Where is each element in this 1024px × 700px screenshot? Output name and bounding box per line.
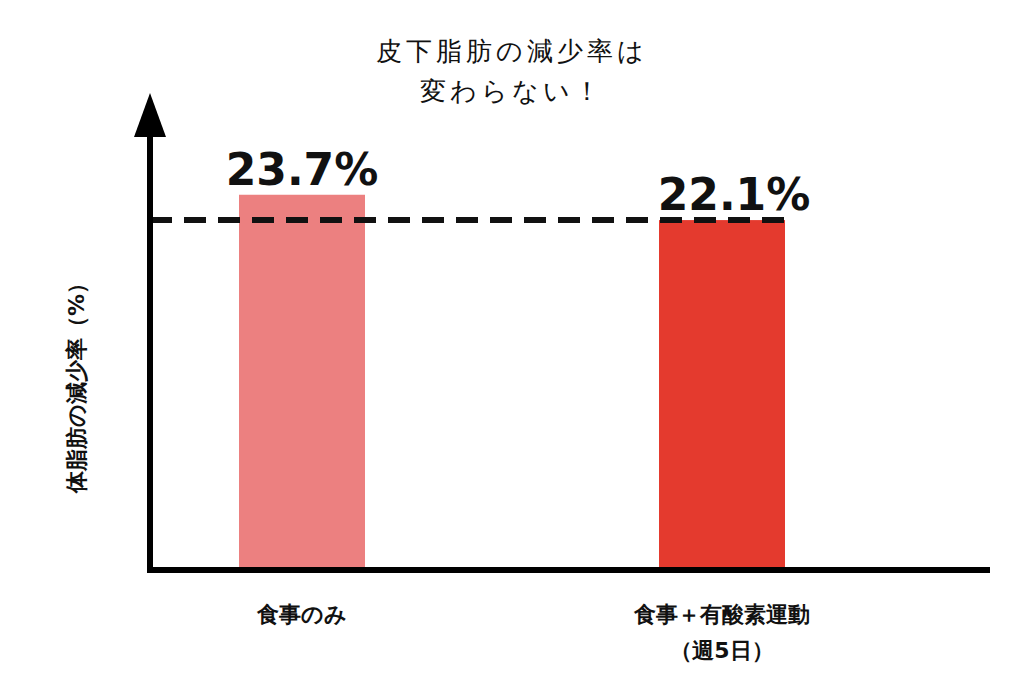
x-tick-label-line: 食事＋有酸素運動 xyxy=(633,602,810,627)
y-axis xyxy=(147,125,153,573)
bar xyxy=(659,220,785,570)
data-label: 22.1% xyxy=(658,169,811,220)
x-tick-label: 食事のみ xyxy=(256,602,347,627)
background xyxy=(0,0,1024,700)
title: 皮下脂肪の減少率は変わらない！ xyxy=(376,36,648,106)
bar xyxy=(239,195,365,570)
title-line: 皮下脂肪の減少率は xyxy=(376,36,648,66)
bars xyxy=(239,195,785,570)
chart-svg: 23.7% 22.1% 食事のみ 食事＋有酸素運動 （週5日） 体脂肪の減少率（%） 皮下脂… xyxy=(0,0,1024,700)
x-tick-label-line: 食事のみ xyxy=(256,602,347,627)
y-axis-arrow xyxy=(134,93,166,137)
y-axis-label: 体脂肪の減少率（%） xyxy=(64,272,89,494)
page: {"chart_data": {"type": "bar", "title": … xyxy=(0,0,1024,700)
x-tick-label: 食事＋有酸素運動 （週5日） xyxy=(633,602,810,663)
x-axis xyxy=(147,567,990,573)
x-tick-label-line: （週5日） xyxy=(670,638,773,663)
title-line: 変わらない！ xyxy=(420,76,604,106)
data-label: 23.7% xyxy=(226,144,379,195)
chart-root: 23.7% 22.1% 食事のみ 食事＋有酸素運動 （週5日） 体脂肪の減少率（%） 皮下脂… xyxy=(0,0,1024,700)
